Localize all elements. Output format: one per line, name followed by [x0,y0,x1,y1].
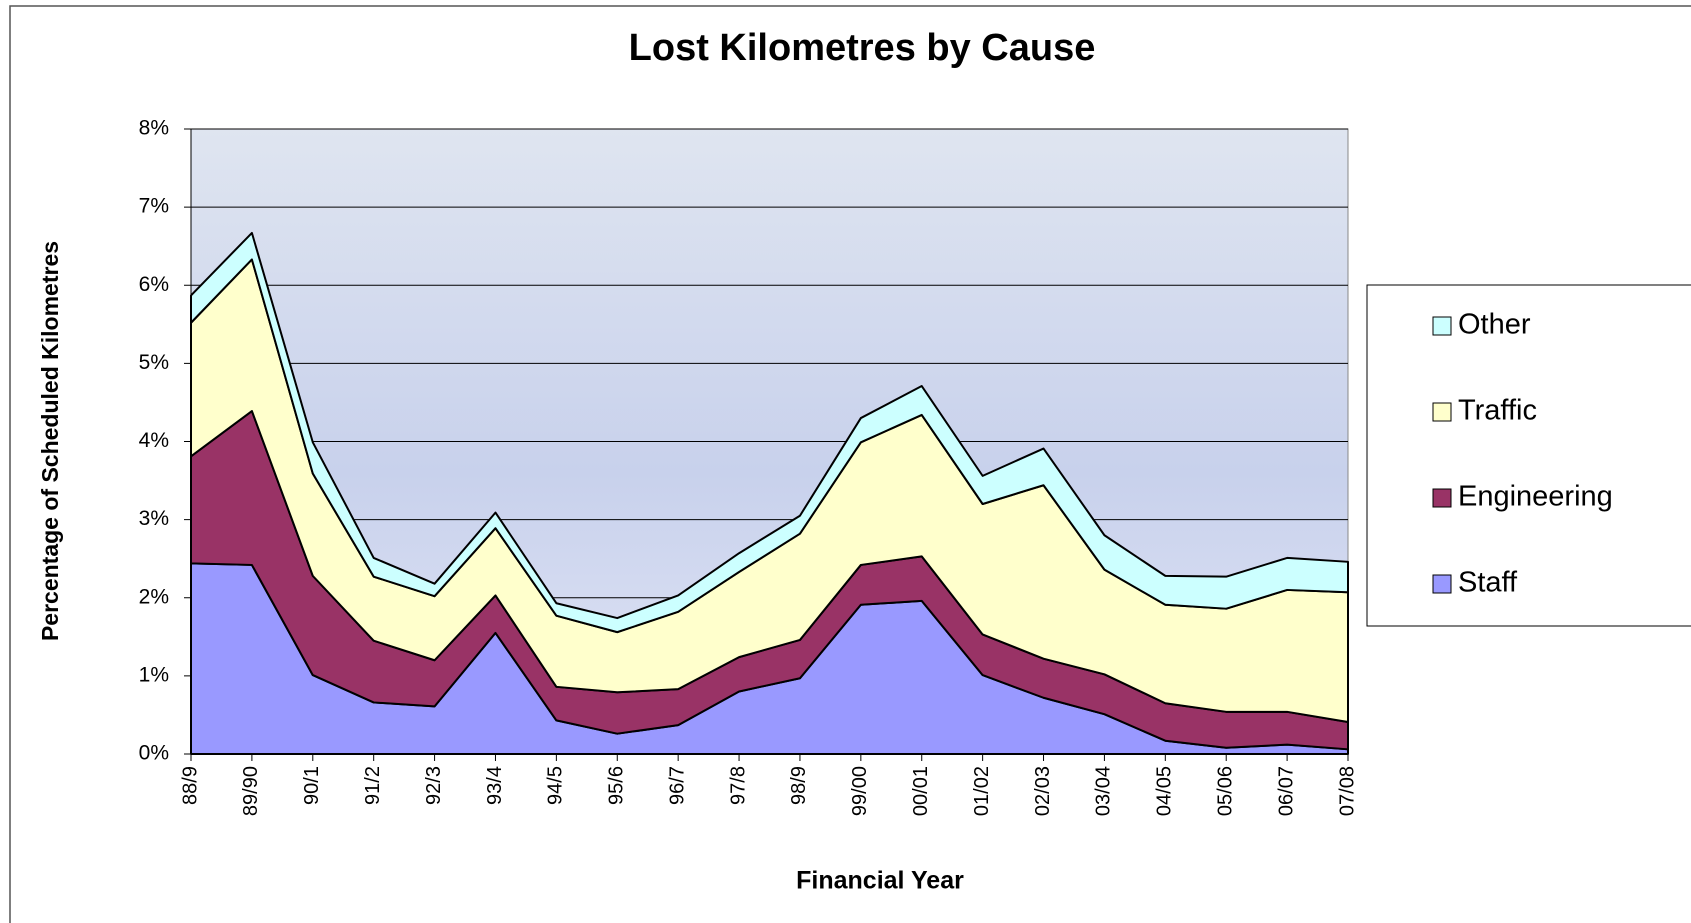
x-tick-label: 98/9 [788,766,810,805]
legend-label: Other [1458,309,1531,341]
x-tick-label: 03/04 [1093,766,1115,816]
legend-label: Engineering [1458,481,1613,513]
x-tick-label: 88/9 [179,766,201,805]
x-tick-label: 02/03 [1032,766,1054,816]
x-tick-label: 07/08 [1336,766,1358,816]
legend-swatch [1432,402,1452,422]
chart-title: Lost Kilometres by Cause [629,27,1096,69]
x-tick-label: 00/01 [910,766,932,816]
legend [1366,284,1691,627]
y-tick-label: 3% [139,507,169,530]
y-axis-title: Percentage of Scheduled Kilometres [37,241,63,641]
y-tick-label: 7% [139,195,169,218]
y-tick-label: 5% [139,351,169,374]
legend-label: Traffic [1458,395,1537,427]
y-tick-label: 1% [139,663,169,686]
legend-label: Staff [1458,567,1518,599]
x-tick-label: 99/00 [849,766,871,816]
x-tick-label: 01/02 [971,766,993,816]
x-tick-label: 96/7 [666,766,688,805]
x-tick-label: 04/05 [1154,766,1176,816]
x-tick-label: 94/5 [545,766,567,805]
area [190,231,1349,634]
x-tick-label: 97/8 [727,766,749,805]
x-tick-label: 91/2 [362,766,384,805]
x-axis-title: Financial Year [796,867,964,895]
y-tick-label: 4% [139,429,169,452]
y-tick-label: 6% [139,273,169,296]
x-tick-label: 95/6 [606,766,628,805]
y-tick-label: 8% [139,117,169,140]
y-tick-label: 0% [139,742,169,765]
x-tick-label: 05/06 [1214,766,1236,816]
x-tick-label: 89/90 [240,766,262,816]
legend-swatch [1432,316,1452,336]
legend-swatch [1432,488,1452,508]
legend-swatch [1432,574,1452,594]
x-tick-label: 93/4 [484,766,506,805]
y-tick-label: 2% [139,585,169,608]
x-tick-label: 92/3 [423,766,445,805]
x-tick-label: 90/1 [301,766,323,805]
x-tick-label: 06/07 [1275,766,1297,816]
